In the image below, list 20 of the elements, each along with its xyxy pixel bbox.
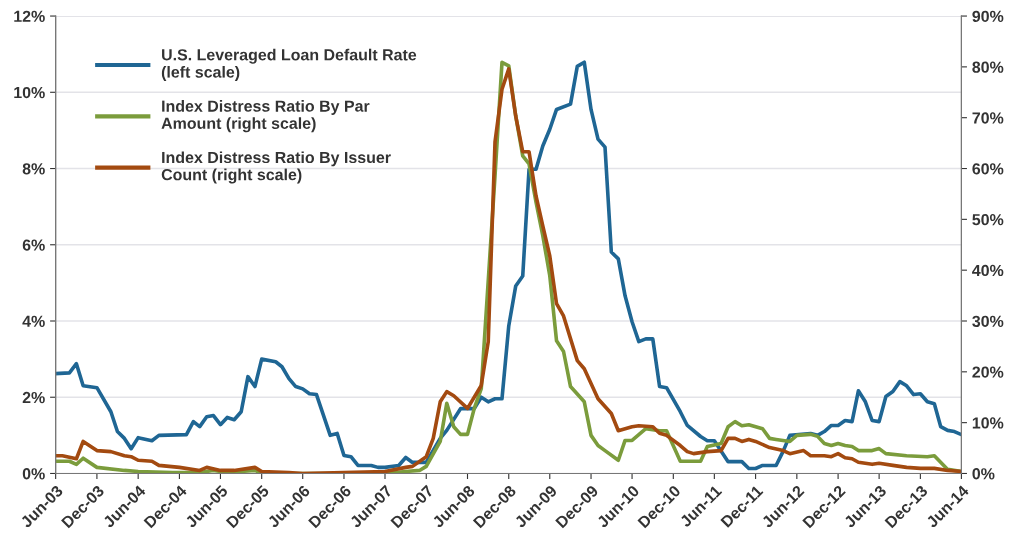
y-tick-label: 8% [22,163,45,175]
legend-label: Index Distress Ratio By Par Amount (right scale) [161,100,370,133]
y2-tick-label: 90% [972,10,1004,22]
legend-label: U.S. Leveraged Loan Default Rate (left scale) [161,48,417,81]
y-tick-label: 4% [22,315,45,327]
y-tick-label: 6% [22,239,45,251]
y-tick-label: 2% [22,391,45,404]
y-tick-label: 12% [14,10,45,22]
legend-label: Index Distress Ratio By Issuer Count (right scale) [161,151,391,184]
y2-tick-label: 50% [972,213,1004,226]
y-tick-label: 0% [22,468,45,480]
y2-tick-label: 30% [972,315,1004,327]
y2-tick-label: 40% [972,264,1004,277]
y2-tick-label: 60% [972,163,1004,175]
y2-tick-label: 0% [972,468,995,480]
y2-tick-label: 10% [972,417,1004,429]
y2-tick-label: 20% [972,366,1004,378]
y-tick-label: 10% [14,86,45,99]
y2-tick-label: 80% [972,61,1004,73]
y2-tick-label: 70% [972,112,1004,124]
